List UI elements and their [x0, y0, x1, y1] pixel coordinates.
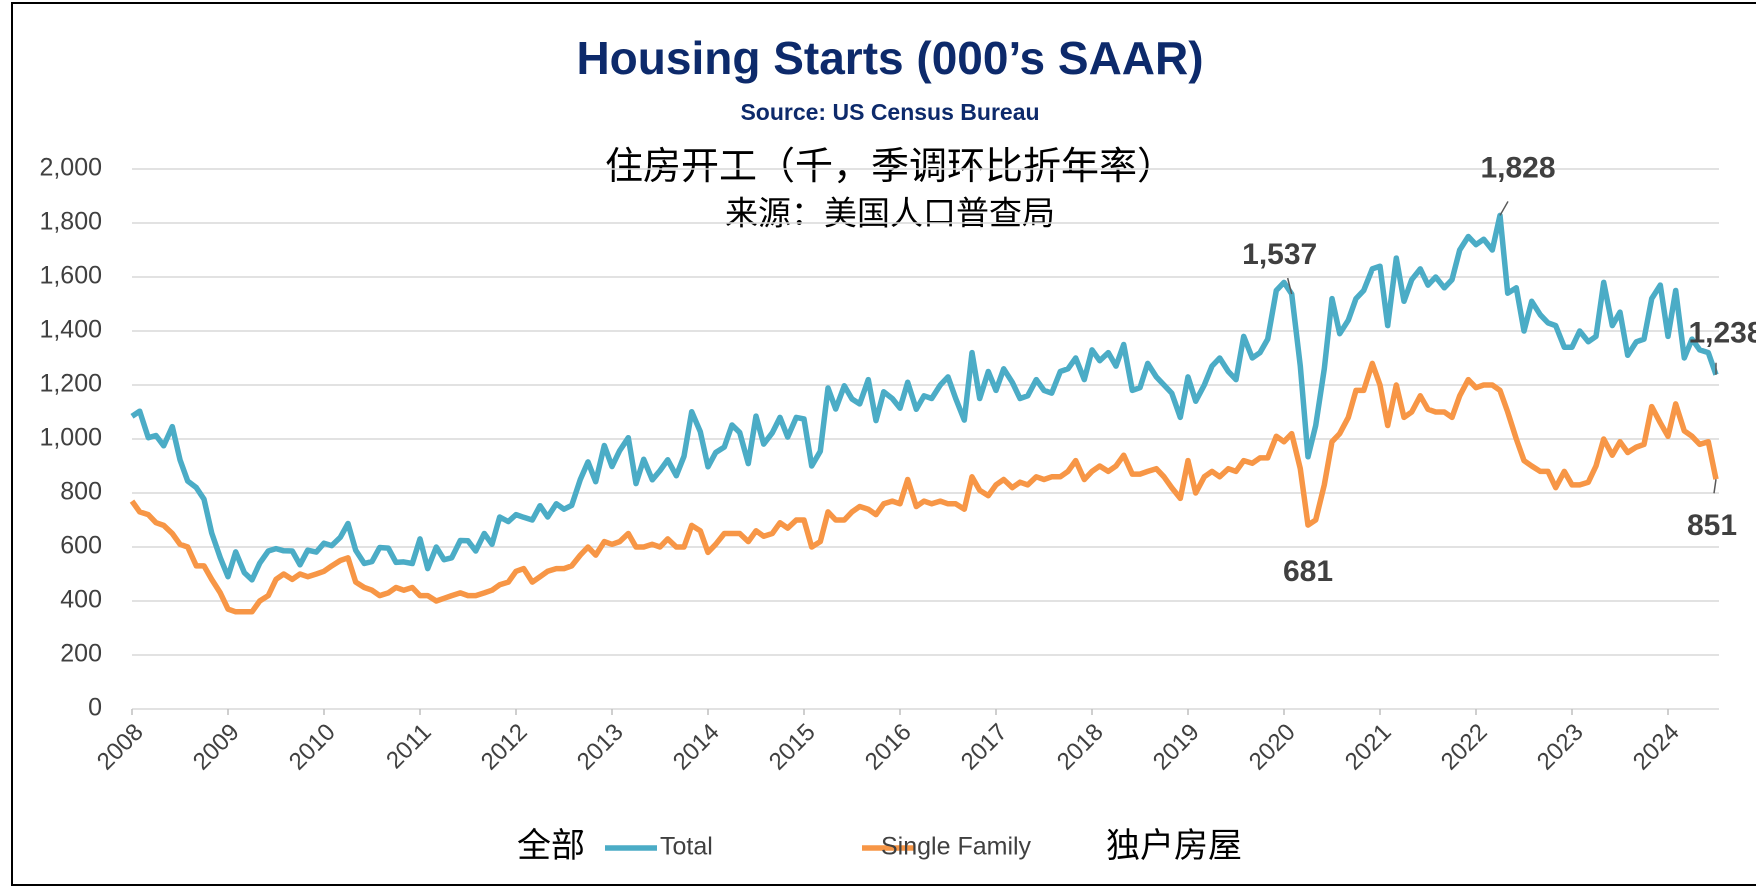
y-tick-label: 1,600 — [39, 262, 102, 290]
leader-line — [1286, 277, 1293, 295]
legend-label-cn: 全部 — [517, 827, 585, 865]
annotation: 851 — [1687, 509, 1737, 542]
y-tick-label: 1,800 — [39, 208, 102, 236]
annotation: 1,537 — [1242, 238, 1317, 271]
y-tick-label: 200 — [60, 640, 102, 668]
leader-line — [1499, 201, 1509, 216]
y-tick-label: 600 — [60, 532, 102, 560]
y-tick-label: 800 — [60, 478, 102, 506]
leader-line — [1713, 479, 1717, 494]
frame — [11, 2, 1756, 886]
legend-label-cn: 独户房屋 — [1106, 827, 1242, 865]
y-tick-label: 1,200 — [39, 370, 102, 398]
series-line — [129, 360, 1719, 615]
series-line — [130, 212, 1719, 583]
legend-label: Single Family — [881, 833, 1032, 861]
y-tick-label: 2,000 — [39, 154, 102, 182]
y-tick-label: 400 — [60, 586, 102, 614]
y-tick-label: 0 — [88, 694, 102, 722]
annotation: 1,828 — [1480, 151, 1555, 184]
y-tick-label: 1,000 — [39, 424, 102, 452]
annotation: 681 — [1283, 555, 1333, 588]
chart-title: Housing Starts (000’s SAAR) — [576, 32, 1203, 84]
y-tick-label: 1,400 — [39, 316, 102, 344]
chart-subtitle-cn: 来源：美国人口普查局 — [725, 195, 1055, 232]
annotation: 1,238 — [1688, 317, 1756, 350]
chart-title-cn: 住房开工（千，季调环比折年率） — [605, 146, 1175, 188]
legend-label: Total — [660, 833, 713, 861]
chart-subtitle: Source: US Census Bureau — [740, 99, 1039, 125]
